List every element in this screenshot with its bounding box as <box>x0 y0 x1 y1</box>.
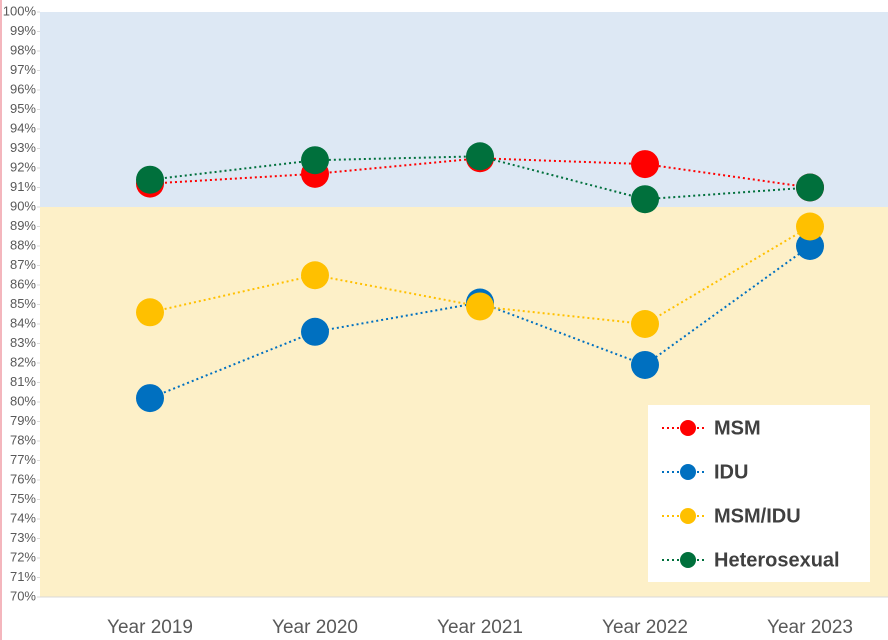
y-tick-label: 83% <box>10 335 36 350</box>
y-tick-label: 76% <box>10 471 36 486</box>
data-point <box>631 350 659 379</box>
y-tick-label: 75% <box>10 491 36 506</box>
frame-edge <box>0 0 2 640</box>
y-tick-label: 98% <box>10 42 36 57</box>
y-tick-label: 74% <box>10 510 36 525</box>
data-point <box>796 173 824 202</box>
y-tick-label: 73% <box>10 530 36 545</box>
y-tick-label: 99% <box>10 23 36 38</box>
y-tick-label: 77% <box>10 452 36 467</box>
y-tick-label: 94% <box>10 120 36 135</box>
legend-marker <box>680 464 696 480</box>
x-tick-label: Year 2023 <box>767 617 853 638</box>
legend-label: IDU <box>714 461 748 483</box>
data-point <box>301 261 329 290</box>
y-tick-label: 89% <box>10 218 36 233</box>
y-tick-label: 79% <box>10 413 36 428</box>
y-tick-label: 80% <box>10 393 36 408</box>
data-point <box>631 150 659 179</box>
y-tick-label: 78% <box>10 432 36 447</box>
y-tick-label: 100% <box>3 3 37 18</box>
data-point <box>301 317 329 346</box>
x-tick-label: Year 2019 <box>107 617 193 638</box>
y-tick-label: 82% <box>10 354 36 369</box>
y-tick-label: 87% <box>10 257 36 272</box>
y-tick-label: 84% <box>10 315 36 330</box>
y-tick-label: 71% <box>10 569 36 584</box>
data-point <box>136 384 164 413</box>
legend-label: MSM/IDU <box>714 505 801 527</box>
data-point <box>136 165 164 194</box>
series-line <box>149 225 811 326</box>
data-point <box>631 185 659 214</box>
data-point <box>796 212 824 241</box>
x-tick-label: Year 2020 <box>272 617 358 638</box>
y-tick-label: 97% <box>10 62 36 77</box>
y-tick-label: 86% <box>10 276 36 291</box>
y-tick-label: 81% <box>10 374 36 389</box>
x-tick-label: Year 2021 <box>437 617 523 638</box>
legend-label: MSM <box>714 417 761 439</box>
legend-marker <box>680 420 696 436</box>
y-tick-label: 91% <box>10 179 36 194</box>
y-tick-label: 92% <box>10 159 36 174</box>
y-tick-label: 93% <box>10 140 36 155</box>
data-point <box>796 232 824 260</box>
y-tick-label: 85% <box>10 296 36 311</box>
data-point <box>136 298 164 327</box>
y-tick-label: 88% <box>10 237 36 252</box>
data-point <box>631 310 659 338</box>
y-tick-label: 95% <box>10 101 36 116</box>
legend-label: Heterosexual <box>714 549 840 571</box>
legend-marker <box>680 552 696 568</box>
legend: MSM IDU MSM/IDU Heterosexual <box>648 405 870 582</box>
y-tick-label: 90% <box>10 198 36 213</box>
background-band <box>40 12 888 207</box>
x-tick-label: Year 2022 <box>602 617 688 638</box>
data-point <box>301 146 329 175</box>
y-tick-label: 72% <box>10 549 36 564</box>
data-point <box>466 142 494 171</box>
y-tick-label: 96% <box>10 81 36 96</box>
data-point <box>466 292 494 321</box>
y-tick-label: 70% <box>10 588 36 603</box>
legend-marker <box>680 508 696 524</box>
